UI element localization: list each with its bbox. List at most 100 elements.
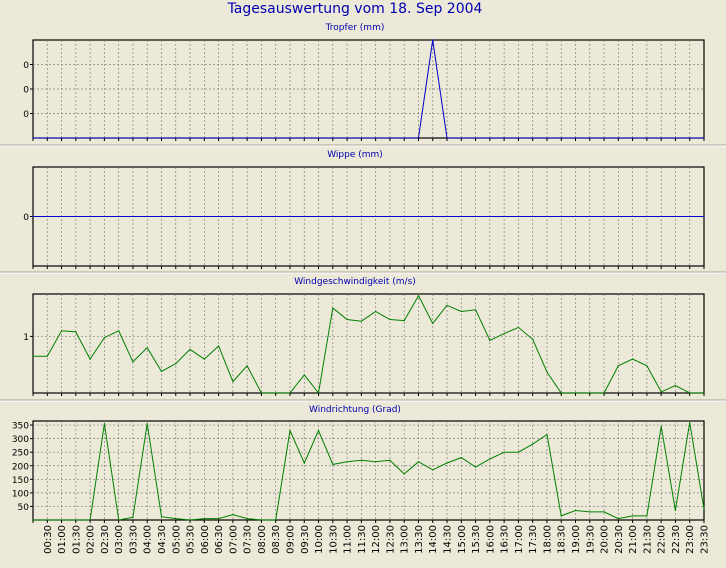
x-tick-label: 02:30 — [100, 525, 111, 554]
data-point — [218, 518, 220, 520]
x-tick-label: 09:00 — [286, 525, 297, 554]
x-tick-label: 11:00 — [343, 525, 354, 554]
data-point — [289, 429, 291, 432]
data-point — [332, 463, 334, 465]
data-point — [89, 358, 91, 360]
x-tick-label: 10:00 — [314, 525, 325, 554]
data-point — [460, 310, 462, 313]
data-point — [146, 347, 148, 349]
data-point — [674, 385, 677, 387]
x-tick-label: 06:00 — [200, 525, 211, 554]
x-tick-label: 20:30 — [614, 525, 625, 554]
y-tick-label: 150 — [12, 476, 29, 486]
data-point — [360, 320, 362, 322]
data-point — [632, 358, 634, 360]
data-point — [703, 215, 705, 218]
data-point — [689, 421, 691, 423]
data-point — [460, 457, 462, 459]
x-tick-label: 14:00 — [428, 525, 439, 554]
data-point — [189, 348, 191, 350]
x-tick-label: 23:00 — [685, 525, 696, 554]
data-point — [146, 423, 148, 425]
data-point — [546, 434, 548, 436]
y-tick-label: 50 — [18, 503, 30, 513]
x-tick-label: 04:30 — [157, 525, 168, 554]
y-tick-label: 350 — [12, 422, 29, 432]
series-line — [33, 294, 704, 395]
x-tick-label: 04:00 — [143, 525, 154, 554]
data-point — [346, 318, 348, 321]
data-point — [118, 330, 120, 332]
y-tick-label: 0 — [23, 86, 29, 96]
x-tick-label: 03:30 — [128, 525, 139, 554]
data-point — [61, 330, 63, 332]
x-tick-label: 17:00 — [514, 525, 525, 554]
data-point — [617, 518, 619, 520]
panel-1: Tropfer (mm) 0 0 0 — [23, 23, 705, 141]
data-point — [75, 331, 77, 333]
x-tick-label: 13:00 — [400, 525, 411, 554]
data-point — [332, 307, 334, 309]
data-point — [132, 516, 134, 518]
x-tick-label: 05:00 — [171, 525, 182, 554]
x-tick-label: 16:00 — [485, 525, 496, 554]
y-tick-label: 100 — [12, 489, 29, 499]
data-point — [132, 361, 134, 363]
data-point — [617, 365, 619, 367]
x-tick-label: 21:00 — [628, 525, 639, 554]
data-point — [389, 318, 391, 321]
x-tick-label: 16:30 — [500, 525, 511, 554]
panel-3: Windgeschwindigkeit (m/s) 1 — [23, 277, 705, 396]
data-point — [703, 508, 705, 510]
x-tick-label: 20:00 — [600, 525, 611, 554]
x-tick-label: 06:30 — [214, 525, 225, 554]
panel-4: Windrichtung (Grad) 50 100 150 200 250 300 350 — [12, 405, 705, 523]
series-line — [33, 39, 704, 139]
data-point — [203, 518, 205, 520]
data-point — [432, 469, 434, 471]
data-point — [432, 322, 434, 324]
x-tick-label: 01:00 — [57, 525, 68, 554]
data-point — [218, 345, 220, 347]
data-point — [546, 371, 548, 373]
data-point — [446, 304, 448, 306]
data-point — [603, 511, 605, 513]
x-tick-label: 19:00 — [571, 525, 582, 554]
data-point — [103, 337, 105, 339]
data-point — [303, 462, 305, 464]
x-tick-label: 05:30 — [186, 525, 197, 554]
data-point — [475, 466, 477, 468]
data-point — [175, 518, 177, 520]
x-tick-label: 02:00 — [86, 525, 97, 554]
data-point — [432, 39, 434, 41]
x-tick-label: 12:30 — [385, 525, 396, 554]
data-point — [246, 518, 248, 520]
x-tick-label: 03:00 — [114, 525, 125, 554]
x-tick-label: 00:30 — [43, 525, 54, 554]
x-tick-label: 19:30 — [585, 525, 596, 554]
x-tick-label: 18:00 — [543, 525, 554, 554]
data-point — [103, 423, 105, 425]
x-tick-label: 23:30 — [700, 525, 711, 554]
data-point — [403, 320, 405, 322]
data-point — [32, 215, 34, 218]
data-point — [403, 473, 405, 475]
data-point — [660, 391, 662, 393]
data-point — [560, 515, 562, 517]
x-tick-label: 21:30 — [642, 525, 653, 554]
data-point — [246, 365, 248, 367]
x-tick-label: 14:30 — [443, 525, 454, 554]
chart-main-title: Tagesauswertung vom 18. Sep 2004 — [227, 1, 483, 17]
y-tick-label: 250 — [12, 449, 29, 459]
data-point — [517, 326, 520, 328]
x-tick-label: 07:30 — [243, 525, 254, 554]
x-tick-label: 08:00 — [257, 525, 268, 554]
panel-title: Wippe (mm) — [327, 150, 383, 160]
data-point — [475, 309, 477, 311]
data-point — [346, 461, 348, 463]
x-tick-label: 11:30 — [357, 525, 368, 554]
data-point — [646, 365, 648, 367]
x-tick-label: 08:30 — [271, 525, 282, 554]
